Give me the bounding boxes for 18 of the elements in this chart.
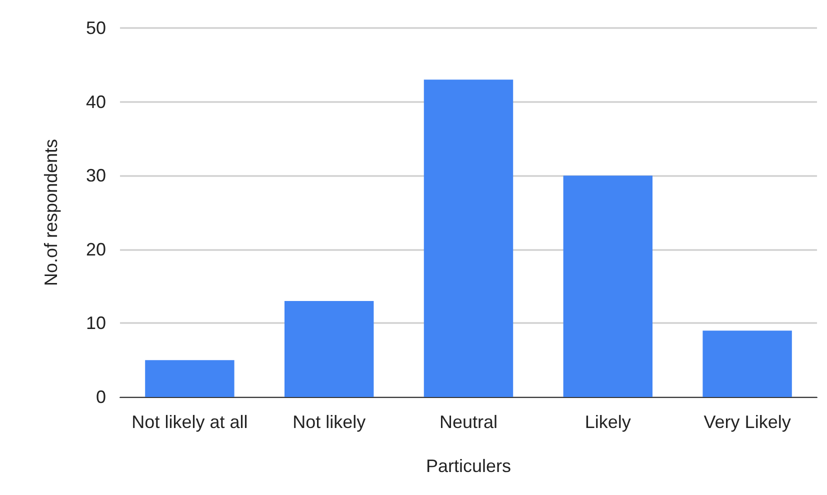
- x-tick-label: Not likely: [292, 412, 366, 432]
- y-tick-label: 30: [86, 166, 106, 186]
- y-axis-title: No.of respondents: [41, 138, 61, 286]
- bar: [424, 80, 514, 397]
- x-tick-label: Neutral: [439, 412, 498, 432]
- x-tick-label: Not likely at all: [132, 412, 248, 432]
- bar: [563, 176, 653, 397]
- x-tick-label: Likely: [584, 412, 631, 432]
- bar: [284, 301, 374, 397]
- y-tick-label: 0: [96, 387, 106, 407]
- y-tick-label: 10: [86, 313, 106, 334]
- y-tick-label: 40: [86, 92, 106, 112]
- bar: [145, 360, 234, 397]
- y-tick-label: 50: [86, 18, 106, 38]
- bar: [702, 330, 792, 397]
- y-tick-label: 20: [86, 239, 106, 260]
- x-tick-label: Very Likely: [704, 412, 791, 432]
- x-axis-title: Particulers: [426, 456, 512, 476]
